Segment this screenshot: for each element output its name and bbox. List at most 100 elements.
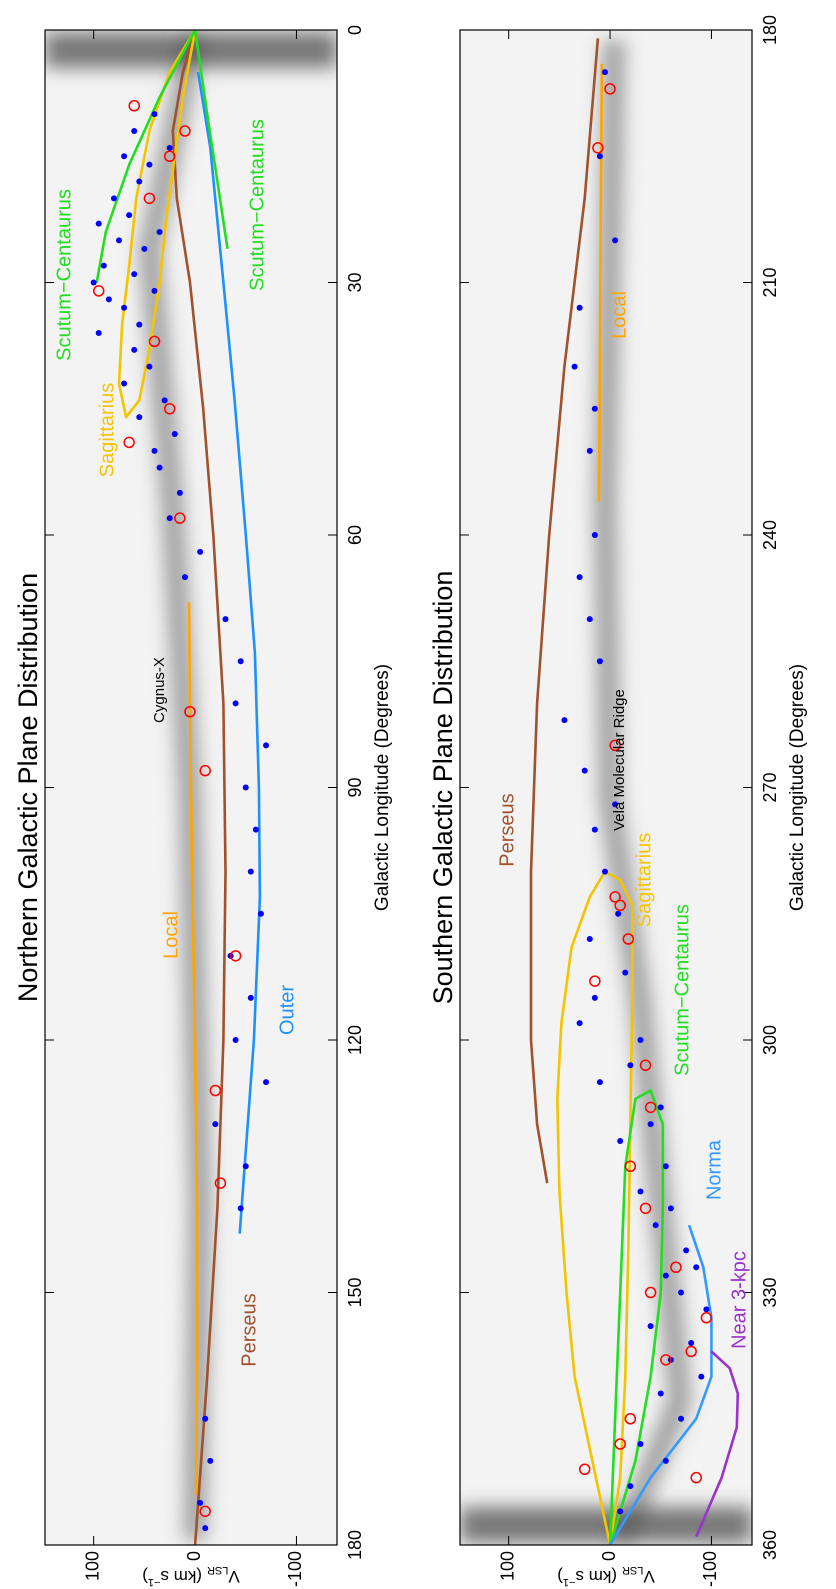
source-circle [92,285,105,297]
y-axis-label-subscript: LSR [207,1564,228,1576]
maser-dot [141,245,148,252]
maser-dot [156,229,163,235]
maser-dot [257,910,264,917]
source-circle [163,150,176,162]
source-circle [644,1286,657,1299]
arm-label: Scutum−Centaurus [53,189,75,361]
source-circle [614,899,626,912]
maser-dot [121,380,128,387]
source-circle [685,1345,697,1358]
source-circle [229,950,242,962]
maser-dot [637,1441,644,1447]
emission-core [600,39,685,1545]
maser-dot [156,464,163,471]
arm-line [117,30,197,419]
maser-dot [612,237,619,244]
x-tick-label: 360 [760,1530,780,1560]
maser-dot [576,574,583,581]
source-circle [609,739,621,752]
maser-dot [561,717,568,724]
maser-dot [617,1138,624,1144]
maser-dot [212,1121,219,1128]
maser-dot [151,287,158,294]
maser-dot [237,658,244,665]
maser-dot [95,330,102,336]
maser-dot [591,994,598,1001]
y-axis-label: VLSR (km s−1) [142,1564,240,1588]
x-tick-label: 30 [345,272,365,292]
maser-dot [647,1323,654,1330]
emission-background [460,39,752,1545]
y-tick-label: -100 [285,1551,305,1587]
x-axis-label: Galactic Longitude (Degrees) [787,664,808,911]
arm-label: Perseus [496,793,518,866]
chart-title: Northern Galactic Plane Distribution [13,573,43,1002]
x-tick-label: 240 [760,520,780,550]
x-tick-label: 60 [345,525,365,545]
maser-dot [637,1037,644,1043]
source-circle [128,100,140,112]
arm-label: Local [608,291,630,339]
arm-label: Perseus [238,1293,260,1366]
maser-dot [596,153,603,160]
annotation: Vela Molecular Ridge [611,689,628,831]
arm-label: Outer [276,985,298,1035]
arm-label: Sagittarius [633,833,655,928]
maser-dot [247,994,254,1001]
arm-line [196,71,262,1234]
maser-dot [131,128,138,134]
maser-dot [242,784,249,791]
x-tick-label: 90 [345,777,365,797]
maser-dot [637,1188,644,1195]
maser-dot [591,826,598,833]
maser-dot [662,1163,669,1170]
y-axis-label-symbol: V [643,1567,655,1586]
source-circle [123,436,135,449]
source-circle [163,403,176,415]
x-tick-label: 270 [760,772,780,802]
arm-line [695,1350,740,1538]
maser-dot [136,414,143,421]
source-circle [589,975,601,987]
maser-dot [571,363,578,370]
arm-line [95,30,229,283]
maser-dot [202,1415,209,1422]
maser-dot [263,1079,270,1086]
maser-dot [151,447,158,454]
maser-dot [657,1390,664,1397]
y-axis-label-unit: (km s [575,1567,617,1586]
maser-dot [146,363,153,370]
x-axis-label: Galactic Longitude (Degrees) [372,664,393,911]
x-tick-label: 120 [345,1025,365,1055]
x-tick-label: 180 [345,1530,365,1560]
arm-label: Near 3-kpc [728,1251,750,1349]
y-tick-label: 0 [184,1551,204,1561]
source-circle [214,1177,227,1189]
maser-dot [161,397,168,404]
source-circle [670,1261,682,1273]
plot-frame [44,29,338,1546]
arm-line [608,1089,665,1545]
maser-dot [207,1457,214,1464]
maser-dot [601,69,608,76]
x-tick-label: 330 [760,1277,780,1307]
maser-dot [126,212,133,219]
maser-dot [581,767,588,774]
maser-dot [116,237,123,244]
source-circle [578,1463,591,1475]
source-circle [614,1438,626,1450]
maser-dot [146,161,153,168]
x-tick-label: 210 [760,267,780,297]
arm-label: Local [160,911,182,959]
maser-dot [693,1264,700,1271]
maser-dot [586,936,593,942]
maser-dot [612,801,619,808]
maser-dot [197,548,204,555]
plot-area [529,38,740,1545]
maser-dot [703,1306,710,1313]
maser-dot [247,868,254,875]
maser-dot [252,826,259,833]
arm-label: Scutum−Centaurus [671,904,693,1076]
